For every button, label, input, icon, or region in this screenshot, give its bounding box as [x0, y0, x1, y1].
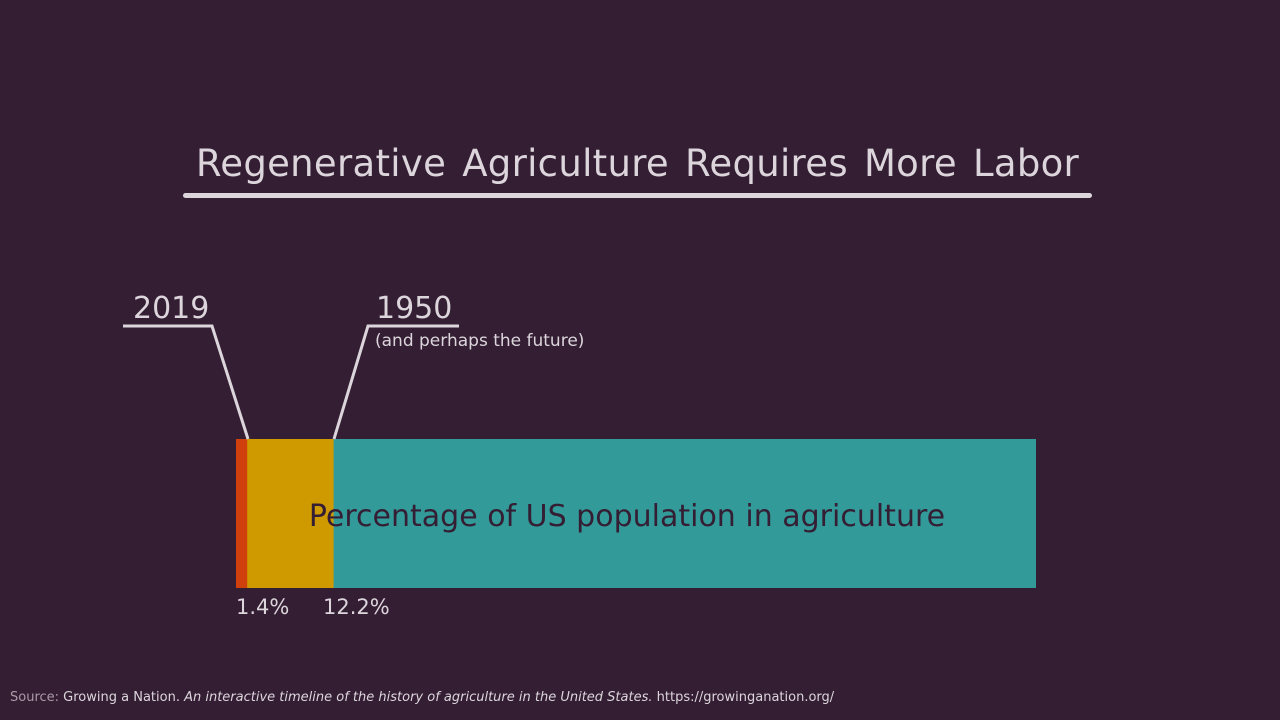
value-label-2019: 1.4%	[236, 595, 289, 619]
title-underline	[183, 193, 1092, 198]
callout-line-1950	[332, 324, 459, 440]
callout-year-1950: 1950	[376, 291, 452, 326]
callout-line-2019	[123, 324, 250, 440]
bars-layer	[236, 439, 1036, 588]
callout-2019: 2019	[123, 291, 250, 440]
source-name: Growing a Nation.	[63, 690, 180, 705]
bar-label: Percentage of US population in agricultu…	[309, 499, 945, 534]
callout-1950: 1950 (and perhaps the future)	[332, 291, 584, 440]
bar-segment-total	[236, 439, 1036, 588]
stacked-bar-chart: Percentage of US population in agricultu…	[123, 291, 1036, 619]
chart-title: Regenerative Agriculture Requires More L…	[195, 142, 1080, 185]
callout-subtitle-1950: (and perhaps the future)	[375, 331, 584, 351]
source-note: Source: Growing a Nation. An interactive…	[10, 690, 834, 705]
source-url[interactable]: https://growinganation.org/	[656, 690, 835, 705]
source-prefix: Source:	[10, 690, 60, 705]
source-description: An interactive timeline of the history o…	[184, 690, 653, 705]
bar-segment-1950	[236, 439, 334, 588]
value-label-1950: 12.2%	[323, 595, 390, 619]
bar-segment-2019	[236, 439, 248, 588]
callout-year-2019: 2019	[133, 291, 209, 326]
